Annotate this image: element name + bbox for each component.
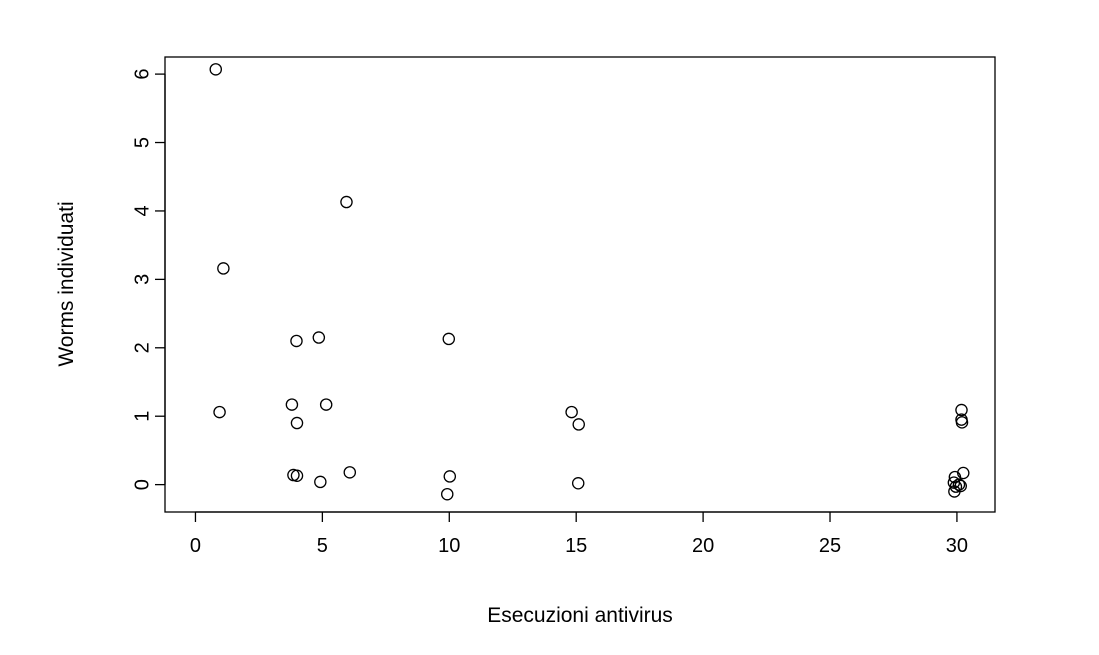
data-point [285,398,299,411]
data-point [571,477,585,490]
data-point [340,195,353,209]
x-tick-label: 20 [692,535,714,557]
data-point [314,475,327,489]
data-point [948,485,961,498]
y-tick-label: 0 [131,479,153,490]
data-point [343,466,357,479]
plot-frame [164,56,996,513]
y-tick-label: 6 [131,69,153,80]
data-point [957,466,970,480]
data-point [319,398,333,411]
data-point [213,405,226,419]
data-point [565,405,578,419]
y-tick-label: 4 [131,205,153,216]
data-point [290,416,304,430]
data-point [209,63,223,76]
data-point [290,334,303,348]
x-axis: 0 5 10 15 20 25 30 [190,511,968,557]
y-tick-label: 3 [131,274,153,285]
data-point [572,418,585,431]
data-point [955,416,969,429]
data-point [948,470,962,484]
data-point [952,478,966,491]
y-tick-label: 2 [131,342,153,353]
x-tick-label: 25 [819,535,841,557]
x-tick-label: 30 [946,535,968,557]
x-tick-label: 15 [565,535,587,557]
y-tick-label: 1 [131,411,153,422]
y-tick-label: 5 [131,137,153,148]
y-axis-title: Worms individuati [55,201,78,366]
x-axis-title: Esecuzioni antivirus [487,604,673,627]
data-point [312,331,326,344]
data-point [443,470,457,483]
data-point [217,262,230,275]
data-point [290,469,304,482]
y-axis: 0 1 2 3 4 5 6 [131,69,166,490]
x-tick-label: 5 [317,535,328,557]
data-point [955,403,968,417]
x-tick-label: 10 [438,535,460,557]
data-point [949,480,963,493]
data-point [441,487,454,501]
data-point [442,332,456,346]
x-tick-label: 0 [190,535,201,557]
data-points [209,63,970,501]
